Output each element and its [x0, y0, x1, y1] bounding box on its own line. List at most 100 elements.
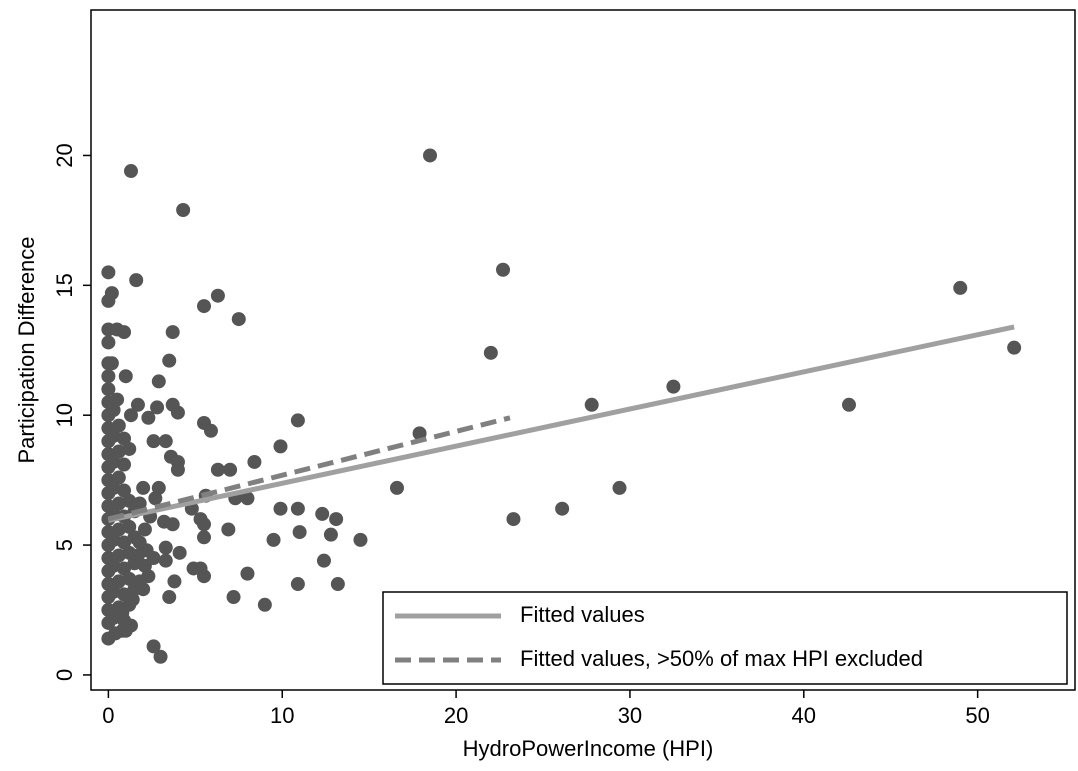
point [136, 480, 151, 495]
point [290, 577, 305, 592]
point [323, 527, 338, 542]
point [483, 345, 498, 360]
plot-frame [90, 9, 1076, 691]
point [223, 462, 238, 477]
point [104, 356, 119, 371]
point [666, 379, 681, 394]
point [101, 369, 116, 384]
point [162, 353, 177, 368]
point [315, 506, 330, 521]
point [612, 480, 627, 495]
point [353, 532, 368, 547]
point [389, 480, 404, 495]
point [117, 561, 132, 576]
point [117, 587, 132, 602]
point [117, 535, 132, 550]
point [165, 325, 180, 340]
point [117, 431, 132, 446]
point [150, 400, 165, 415]
point [162, 590, 177, 605]
point [122, 597, 137, 612]
point [197, 517, 212, 532]
point [148, 491, 163, 506]
point [247, 454, 262, 469]
point [273, 439, 288, 454]
point [137, 522, 152, 537]
y-tick-label: 15 [52, 273, 77, 297]
point [197, 530, 212, 545]
x-tick-label: 30 [618, 703, 642, 728]
point [226, 590, 241, 605]
y-tick-label: 20 [52, 143, 77, 167]
point [221, 522, 236, 537]
y-tick-label: 0 [52, 669, 77, 681]
point [137, 558, 152, 573]
point [210, 288, 225, 303]
point [423, 148, 438, 163]
point [290, 413, 305, 428]
point [151, 374, 166, 389]
legend-label: Fitted values [520, 602, 645, 627]
point [111, 470, 126, 485]
point [101, 293, 116, 308]
point [257, 597, 272, 612]
point [496, 262, 511, 277]
point [412, 426, 427, 441]
point [101, 335, 116, 350]
point [132, 535, 147, 550]
legend-box [382, 591, 1068, 685]
fitted-line [107, 415, 511, 522]
x-tick-label: 40 [792, 703, 816, 728]
point [330, 577, 345, 592]
point [292, 525, 307, 540]
point [111, 418, 126, 433]
point [231, 312, 246, 327]
x-tick-label: 20 [444, 703, 468, 728]
point [117, 483, 132, 498]
point [841, 397, 856, 412]
point [117, 325, 132, 340]
point [122, 545, 137, 560]
point [123, 164, 138, 179]
point [153, 649, 168, 664]
point [197, 569, 212, 584]
y-tick-label: 10 [52, 403, 77, 427]
point [555, 501, 570, 516]
point [953, 280, 968, 295]
point [273, 501, 288, 516]
x-tick-label: 10 [270, 703, 294, 728]
x-tick-label: 0 [102, 703, 114, 728]
point [101, 382, 116, 397]
point [141, 410, 156, 425]
point [584, 397, 599, 412]
x-axis-title: HydroPowerIncome (HPI) [463, 736, 714, 761]
point [266, 532, 281, 547]
legend-label: Fitted values, >50% of max HPI excluded [520, 646, 923, 671]
x-tick-label: 50 [965, 703, 989, 728]
point [329, 512, 344, 527]
point [167, 574, 182, 589]
point [118, 369, 133, 384]
point [122, 519, 137, 534]
point [106, 403, 121, 417]
fitted-line [107, 324, 1015, 523]
point [506, 512, 521, 527]
point [158, 540, 173, 555]
point [240, 491, 255, 506]
point [176, 203, 191, 217]
point [130, 397, 145, 412]
point [132, 574, 147, 589]
point [158, 553, 173, 568]
y-tick-label: 5 [52, 539, 77, 551]
point [132, 496, 147, 511]
point [170, 462, 185, 477]
point [316, 553, 331, 568]
point [117, 457, 132, 472]
point [122, 441, 137, 456]
point [146, 434, 161, 449]
point [158, 434, 173, 449]
point [108, 626, 123, 641]
point [117, 613, 132, 628]
point [197, 299, 212, 314]
